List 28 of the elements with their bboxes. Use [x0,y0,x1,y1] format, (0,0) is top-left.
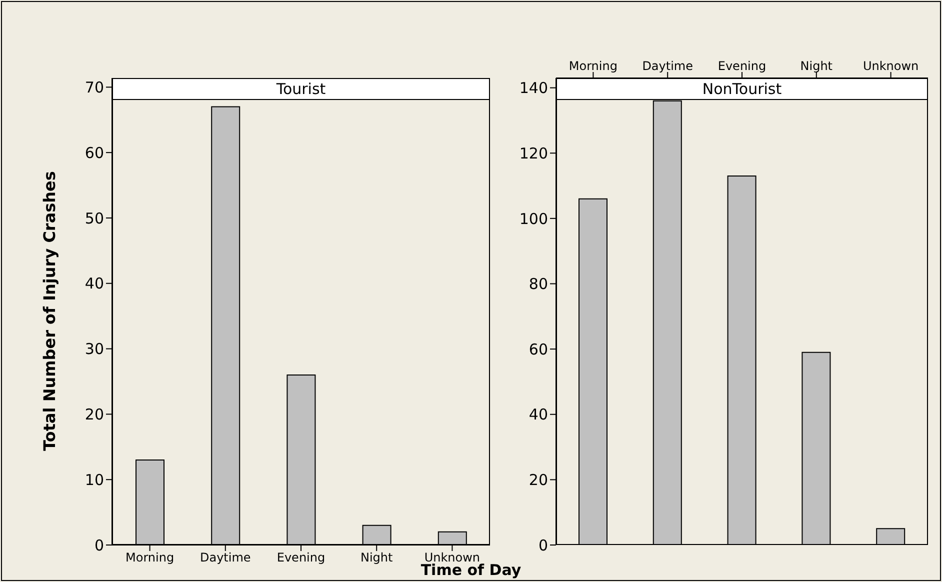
y-tick-label: 70 [84,78,104,96]
x-tick-label: Daytime [642,59,694,73]
y-tick-label: 60 [84,144,104,162]
x-tick-label: Morning [126,550,174,565]
y-tick-label: 100 [519,210,548,228]
y-tick-label: 80 [528,275,548,294]
x-tick-label: Night [360,550,394,565]
x-tick-label: Daytime [200,550,251,565]
y-tick-label: 0 [94,536,104,554]
y-tick-label: 0 [538,536,548,554]
y-tick-label: 40 [84,274,104,293]
x-tick-label: Morning [568,59,618,73]
y-tick-label: 20 [84,406,104,424]
y-tick-label: 40 [528,406,548,424]
panel-header: NonTourist [556,78,928,100]
panel-header: Tourist [112,78,490,100]
y-tick-label: 60 [528,340,548,358]
y-tick-label: 10 [84,470,104,489]
x-tick-label: Unknown [862,59,919,73]
y-tick-label: 30 [84,340,104,358]
y-tick-label: 20 [528,471,548,490]
y-tick-label: 50 [84,209,104,228]
y-tick-label: 140 [519,79,548,98]
y-tick-label: 120 [519,144,548,162]
x-tick-label: Night [800,59,833,73]
y-axis-title: Total Number of Injury Crashes [39,170,60,453]
x-tick-label: Evening [276,550,326,565]
x-tick-label: Evening [718,59,766,73]
